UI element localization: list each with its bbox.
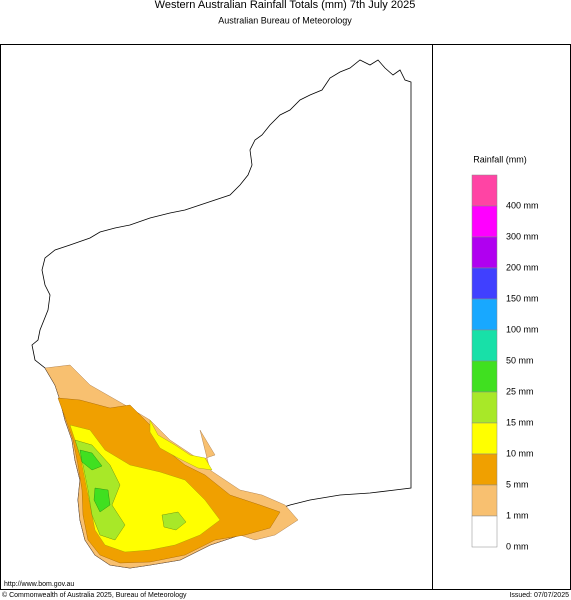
legend-label: 300 mm: [506, 231, 539, 241]
legend-label: 15 mm: [506, 417, 534, 427]
legend-label: 50 mm: [506, 355, 534, 365]
legend-swatch: [471, 329, 498, 362]
rain-15mm-patch: [161, 511, 187, 531]
legend-label: 400 mm: [506, 200, 539, 210]
footer-url: http://www.bom.gov.au: [4, 581, 74, 588]
legend-swatch: [471, 298, 498, 331]
legend-swatch: [471, 267, 498, 300]
legend-label: 200 mm: [506, 262, 539, 272]
legend-swatch: [471, 484, 498, 517]
legend-swatch: [471, 391, 498, 424]
legend-label: 25 mm: [506, 386, 534, 396]
legend-swatch: [471, 360, 498, 393]
rain-25mm: [79, 449, 111, 513]
legend-swatch: [471, 515, 498, 548]
map-area: [31, 59, 412, 569]
footer-copyright: © Commonwealth of Australia 2025, Bureau…: [2, 591, 187, 599]
rain-10mm-patch: [149, 419, 213, 471]
legend-swatch: [471, 205, 498, 238]
legend-label: 1 mm: [506, 510, 529, 520]
legend-label: 150 mm: [506, 293, 539, 303]
legend-label: 10 mm: [506, 448, 534, 458]
map-title: Western Australian Rainfall Totals (mm) …: [155, 0, 416, 11]
map-subtitle: Australian Bureau of Meteorology: [218, 15, 352, 25]
footer-issued: Issued: 07/07/2025: [509, 592, 569, 599]
legend-swatch: [471, 236, 498, 269]
legend-swatch: [471, 174, 498, 207]
legend: 400 mm 300 mm 200 mm 150 mm 100 mm 50 mm 25 mm…: [471, 174, 539, 551]
legend-swatch: [471, 422, 498, 455]
legend-title: Rainfall (mm): [473, 154, 527, 164]
legend-label: 0 mm: [506, 541, 529, 551]
legend-swatch: [471, 453, 498, 486]
legend-label: 100 mm: [506, 324, 539, 334]
legend-label: 5 mm: [506, 479, 529, 489]
